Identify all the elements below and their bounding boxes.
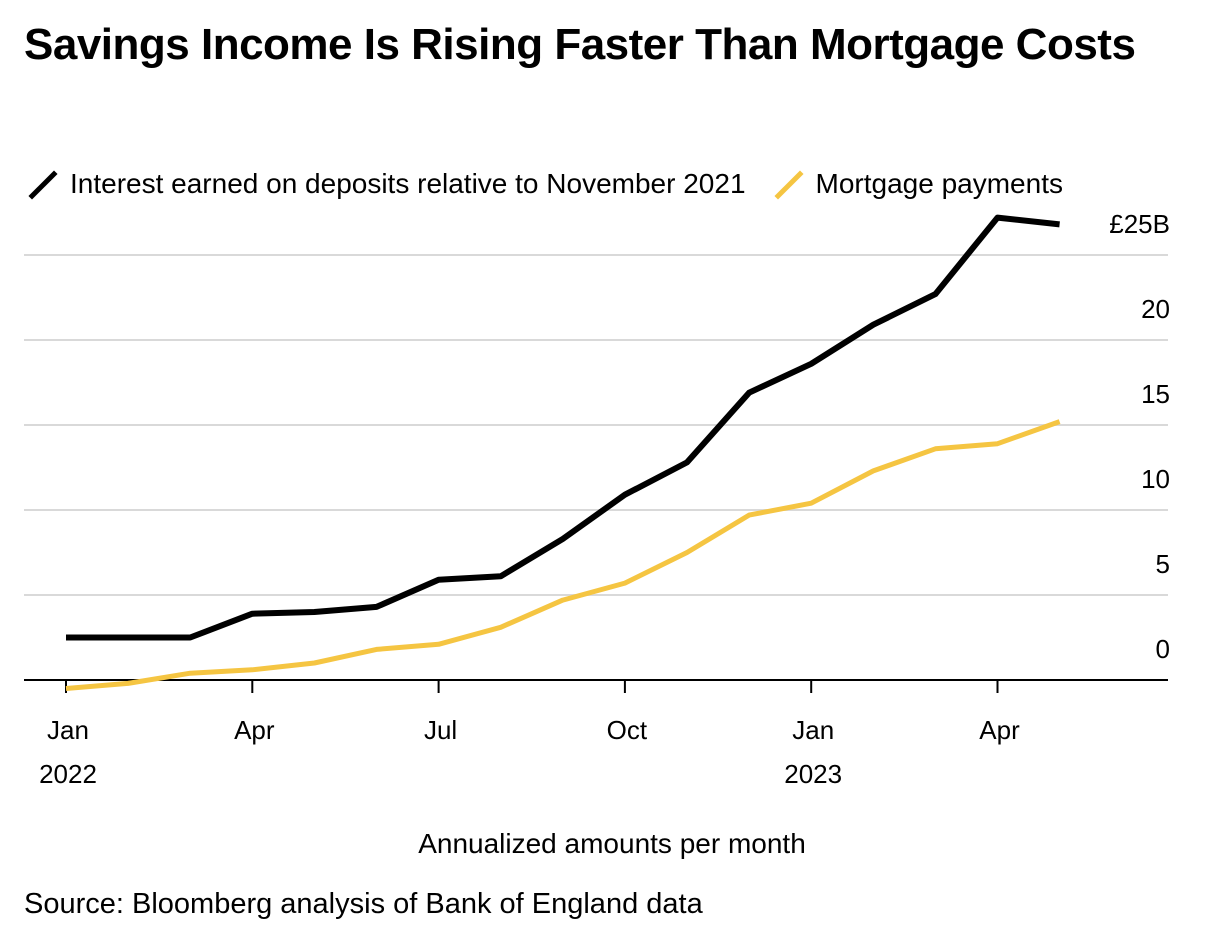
chart-title: Savings Income Is Rising Faster Than Mor… (24, 20, 1136, 69)
x-tick-label-0: Jan (47, 715, 89, 745)
legend-label-deposits: Interest earned on deposits relative to … (70, 168, 746, 199)
legend: Interest earned on deposits relative to … (26, 164, 1089, 204)
legend-item-deposits: Interest earned on deposits relative to … (26, 168, 746, 200)
series-line-mortgage (65, 419, 1061, 691)
y-tick-label-15: 15 (1141, 379, 1170, 409)
x-tick-label-5: Apr (979, 715, 1020, 745)
legend-swatch-mortgage (773, 170, 804, 200)
y-tick-label-5: 5 (1156, 549, 1170, 579)
x-tick-label-3: Oct (607, 715, 648, 745)
y-tick-label-20: 20 (1141, 294, 1170, 324)
y-tick-label-10: 10 (1141, 464, 1170, 494)
x-tick-label-4: Jan (792, 715, 834, 745)
x-tick-year-0: 2022 (39, 759, 97, 789)
source-note: Source: Bloomberg analysis of Bank of En… (24, 888, 703, 920)
x-tick-label-2: Jul (424, 715, 457, 745)
legend-item-mortgage: Mortgage payments (772, 168, 1063, 200)
x-tick-label-1: Apr (234, 715, 275, 745)
x-tick-year-4: 2023 (784, 759, 842, 789)
legend-label-mortgage: Mortgage payments (815, 168, 1063, 199)
y-tick-label-25: £25B (1109, 209, 1170, 239)
chart-subtitle: Annualized amounts per month (418, 828, 806, 859)
series-line-deposits (66, 214, 1060, 641)
legend-swatch-deposits (28, 170, 58, 200)
y-tick-label-0: 0 (1156, 634, 1170, 664)
